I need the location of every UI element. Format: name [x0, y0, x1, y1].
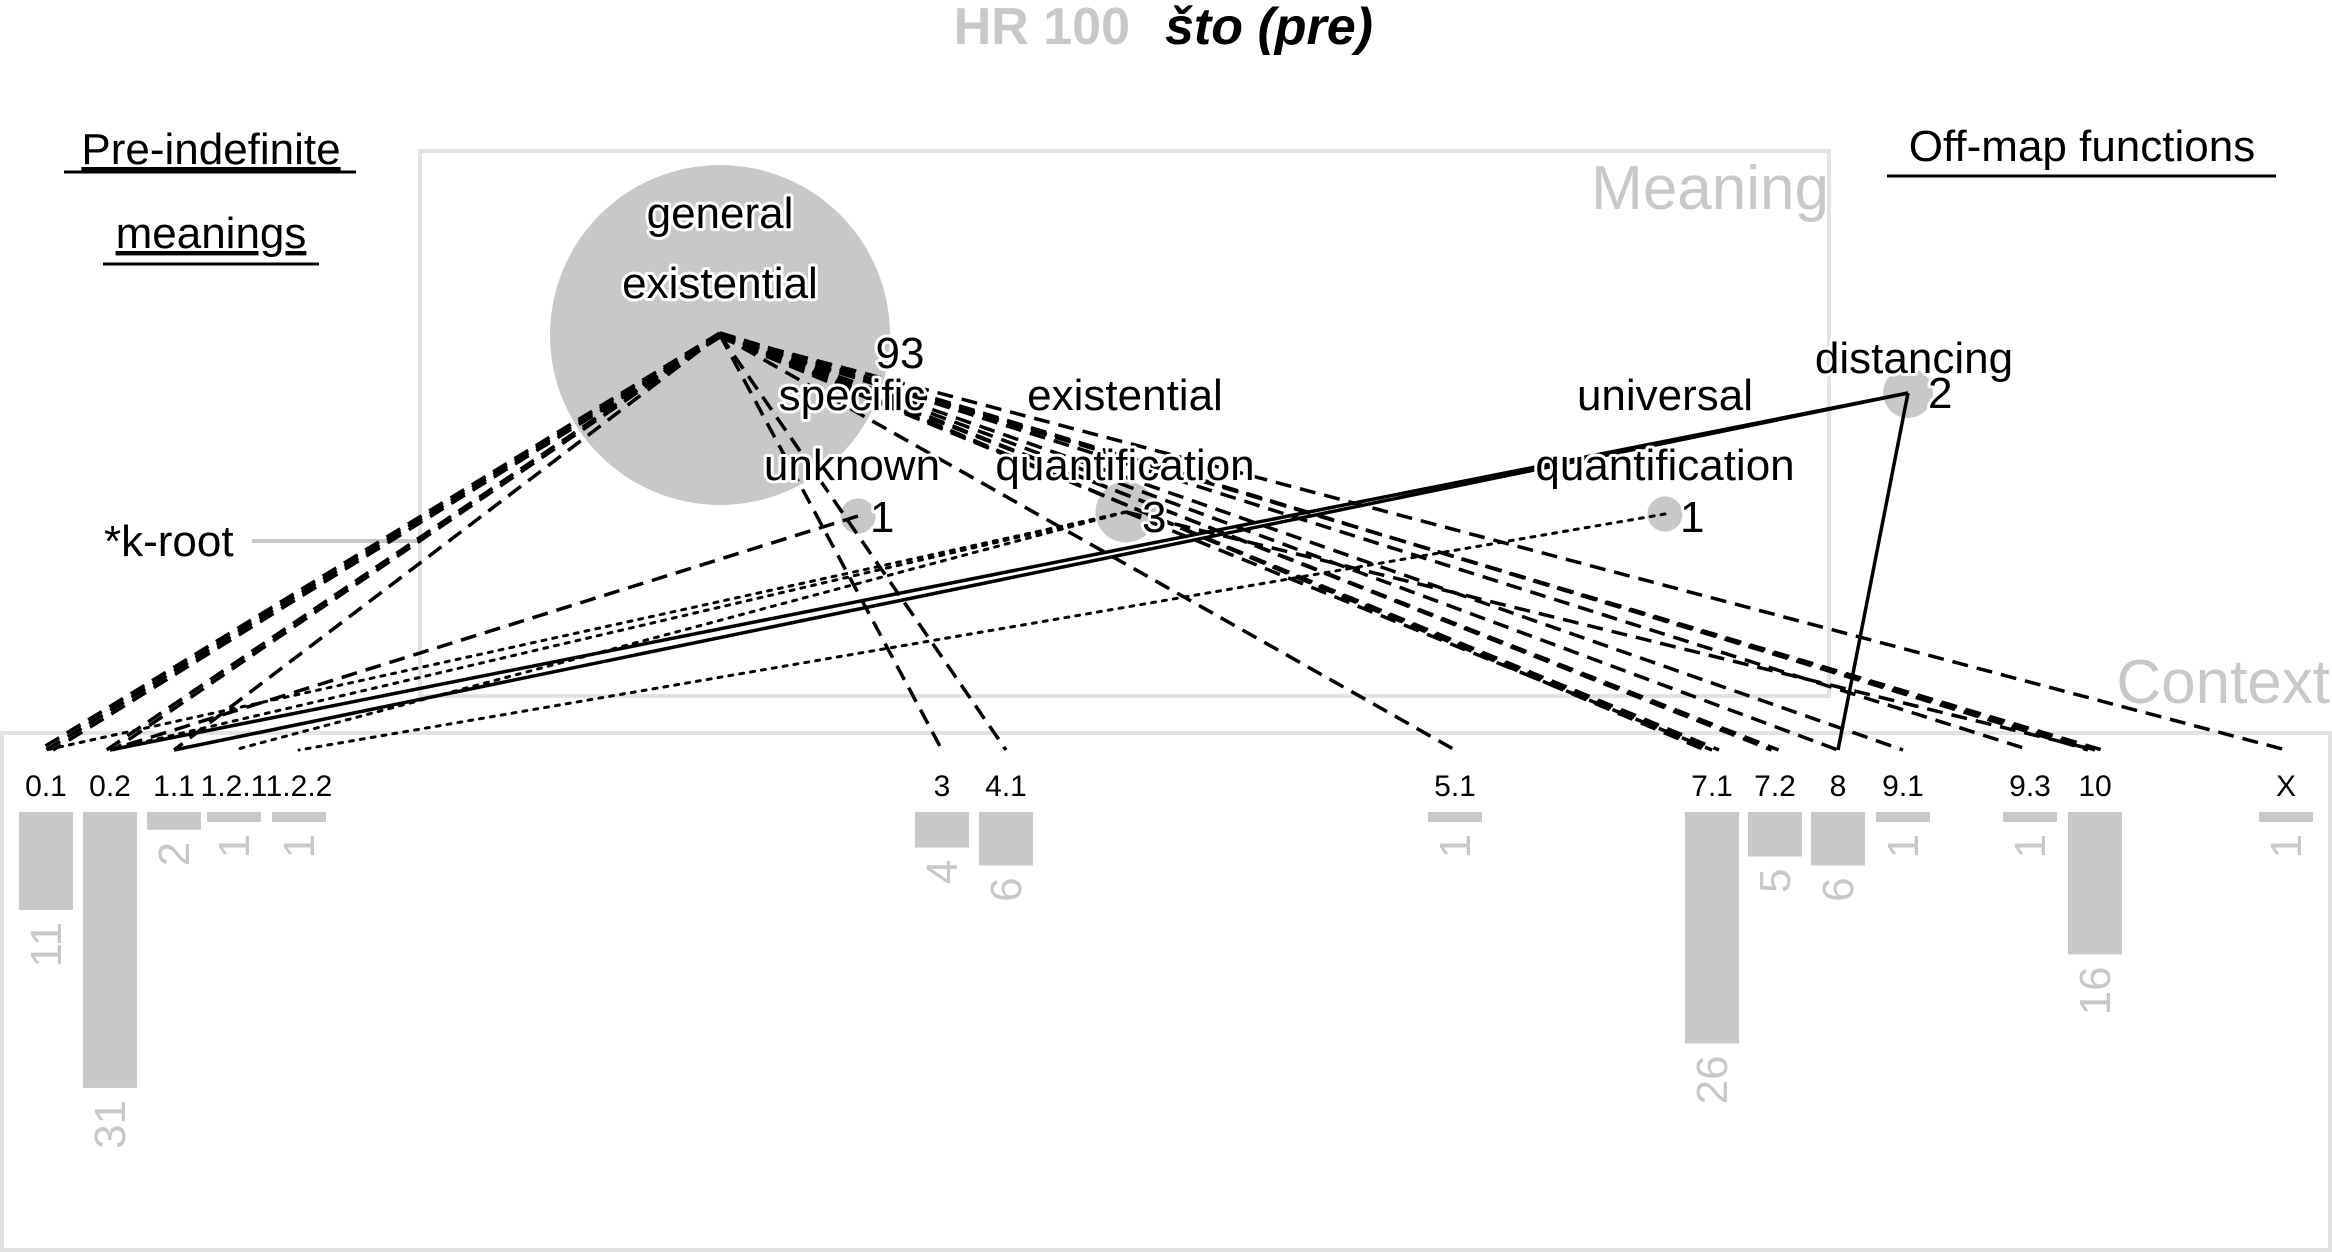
meaning-node-count-dis: 2: [1928, 369, 1952, 418]
link-ge-to-9-3: [719, 333, 2031, 752]
context-count-3: 4: [918, 860, 967, 884]
context-bars: 0.1110.2311.121.2.111.2.21344.165.117.12…: [19, 770, 2313, 1149]
link-ge-to-4-1: [718, 334, 1008, 751]
meaning-node-count-ge: 93: [876, 329, 925, 378]
meaning-node-label-ge-2: existential: [622, 259, 818, 308]
context-bar-7-2: [1748, 812, 1802, 857]
context-bar-0-1: [19, 812, 73, 910]
link-dis-to-1-1: [173, 391, 1909, 752]
context-count-4-1: 6: [982, 877, 1031, 901]
figure-title: što (pre): [1165, 0, 1373, 56]
link-ge-to-5-1: [719, 333, 1456, 752]
context-label-1-2-2: 1.2.2: [266, 770, 333, 803]
pre-indefinite-heading-line1: Pre-indefinite: [81, 125, 340, 174]
link-dis-to-0-2: [109, 391, 1909, 752]
context-label-8: 8: [1830, 770, 1847, 803]
link-ge-to-7-2-2: [719, 334, 1780, 752]
link-ge-to-7-1-3: [719, 335, 1720, 752]
links-layer: [38, 331, 2287, 752]
context-panel-label: Context: [2116, 648, 2330, 717]
context-bar-X: [2259, 812, 2313, 822]
link-eq-to-0-2: [108, 510, 1128, 752]
context-count-9-1: 1: [1879, 834, 1928, 858]
context-count-1-2-1: 1: [210, 834, 259, 858]
context-label-9-3: 9.3: [2009, 770, 2051, 803]
context-bar-9-3: [2003, 812, 2057, 822]
figure-id-label: HR 100: [954, 0, 1130, 56]
context-bar-4-1: [979, 812, 1033, 866]
context-count-0-2: 31: [86, 1100, 135, 1149]
context-bar-5-1: [1428, 812, 1482, 822]
context-count-10: 16: [2071, 966, 2120, 1015]
context-count-8: 6: [1814, 877, 1863, 901]
context-bar-9-1: [1876, 812, 1930, 822]
link-su-to-0-2: [109, 514, 859, 752]
context-label-5-1: 5.1: [1434, 770, 1476, 803]
context-count-0-1: 11: [22, 922, 71, 968]
meaning-node-label-eq-2: quantification: [995, 441, 1254, 490]
off-map-heading: Off-map functions: [1909, 122, 2255, 171]
meaning-node-count-uq: 1: [1680, 493, 1704, 542]
context-count-7-1: 26: [1688, 1055, 1737, 1104]
context-count-5-1: 1: [1431, 834, 1480, 858]
context-label-1-1: 1.1: [153, 770, 195, 803]
context-label-9-1: 9.1: [1882, 770, 1924, 803]
context-label-7-2: 7.2: [1754, 770, 1796, 803]
context-label-X: X: [2276, 770, 2296, 803]
link-ge-to-0-1-3: [52, 335, 721, 752]
meaning-node-label-eq-1: existential: [1027, 371, 1223, 420]
meaning-node-label-dis-1: distancing: [1815, 334, 2013, 383]
context-bar-3: [915, 812, 969, 848]
link-eq-to-1-2-1: [232, 510, 1128, 752]
context-bar-8: [1811, 812, 1865, 866]
context-count-X: 1: [2262, 834, 2311, 858]
link-eq-to-7-1: [1125, 510, 1713, 752]
link-eq-to-0-1: [44, 510, 1128, 752]
pre-indefinite-heading-line2: meanings: [116, 209, 307, 258]
link-ge-to-0-1-1: [38, 331, 721, 752]
k-root-label: *k-root: [104, 517, 234, 566]
meaning-node-label-su-1: specific: [779, 371, 926, 420]
context-bar-1-2-1: [207, 812, 261, 822]
meaning-node-label-su-2: unknown: [764, 441, 940, 490]
meaning-node-count-eq: 3: [1142, 493, 1166, 542]
context-label-0-2: 0.2: [89, 770, 131, 803]
meaning-node-label-ge-1: general: [647, 189, 794, 238]
link-ge-to-0-1-2: [45, 333, 721, 752]
link-ge-to-0-2-2: [112, 334, 721, 752]
context-count-9-3: 1: [2006, 834, 2055, 858]
link-uq-to-1-2-2: [297, 512, 1667, 752]
link-dis-to-8: [1836, 392, 1910, 751]
link-ge-to-3: [718, 334, 944, 751]
context-count-1-2-2: 1: [275, 834, 324, 858]
context-label-4-1: 4.1: [985, 770, 1027, 803]
link-ge-to-1-1: [172, 333, 722, 752]
meaning-panel-frame: [418, 149, 1831, 698]
context-label-7-1: 7.1: [1691, 770, 1733, 803]
context-label-3: 3: [934, 770, 951, 803]
meaning-node-labels: generalexistential93specificunknown1exis…: [619, 186, 2016, 545]
link-ge-to-10-3: [719, 335, 2103, 752]
meaning-node-count-su: 1: [870, 493, 894, 542]
context-bar-1-2-2: [272, 812, 326, 822]
context-bar-1-1: [147, 812, 201, 830]
context-panel-frame: [0, 731, 2332, 1252]
context-label-10: 10: [2078, 770, 2111, 803]
link-ge-to-9-1: [719, 333, 1904, 752]
context-count-1-1: 2: [150, 842, 199, 866]
context-bar-7-1: [1685, 812, 1739, 1044]
meaning-node-label-uq-1: universal: [1577, 371, 1753, 420]
context-label-0-1: 0.1: [25, 770, 67, 803]
context-bar-10: [2068, 812, 2122, 955]
context-bar-0-2: [83, 812, 137, 1088]
meaning-panel-label: Meaning: [1591, 154, 1829, 223]
link-eq-to-10: [1125, 510, 2096, 752]
context-label-1-2-1: 1.2.1: [201, 770, 268, 803]
context-count-7-2: 5: [1751, 869, 1800, 893]
meaning-node-label-uq-2: quantification: [1535, 441, 1794, 490]
